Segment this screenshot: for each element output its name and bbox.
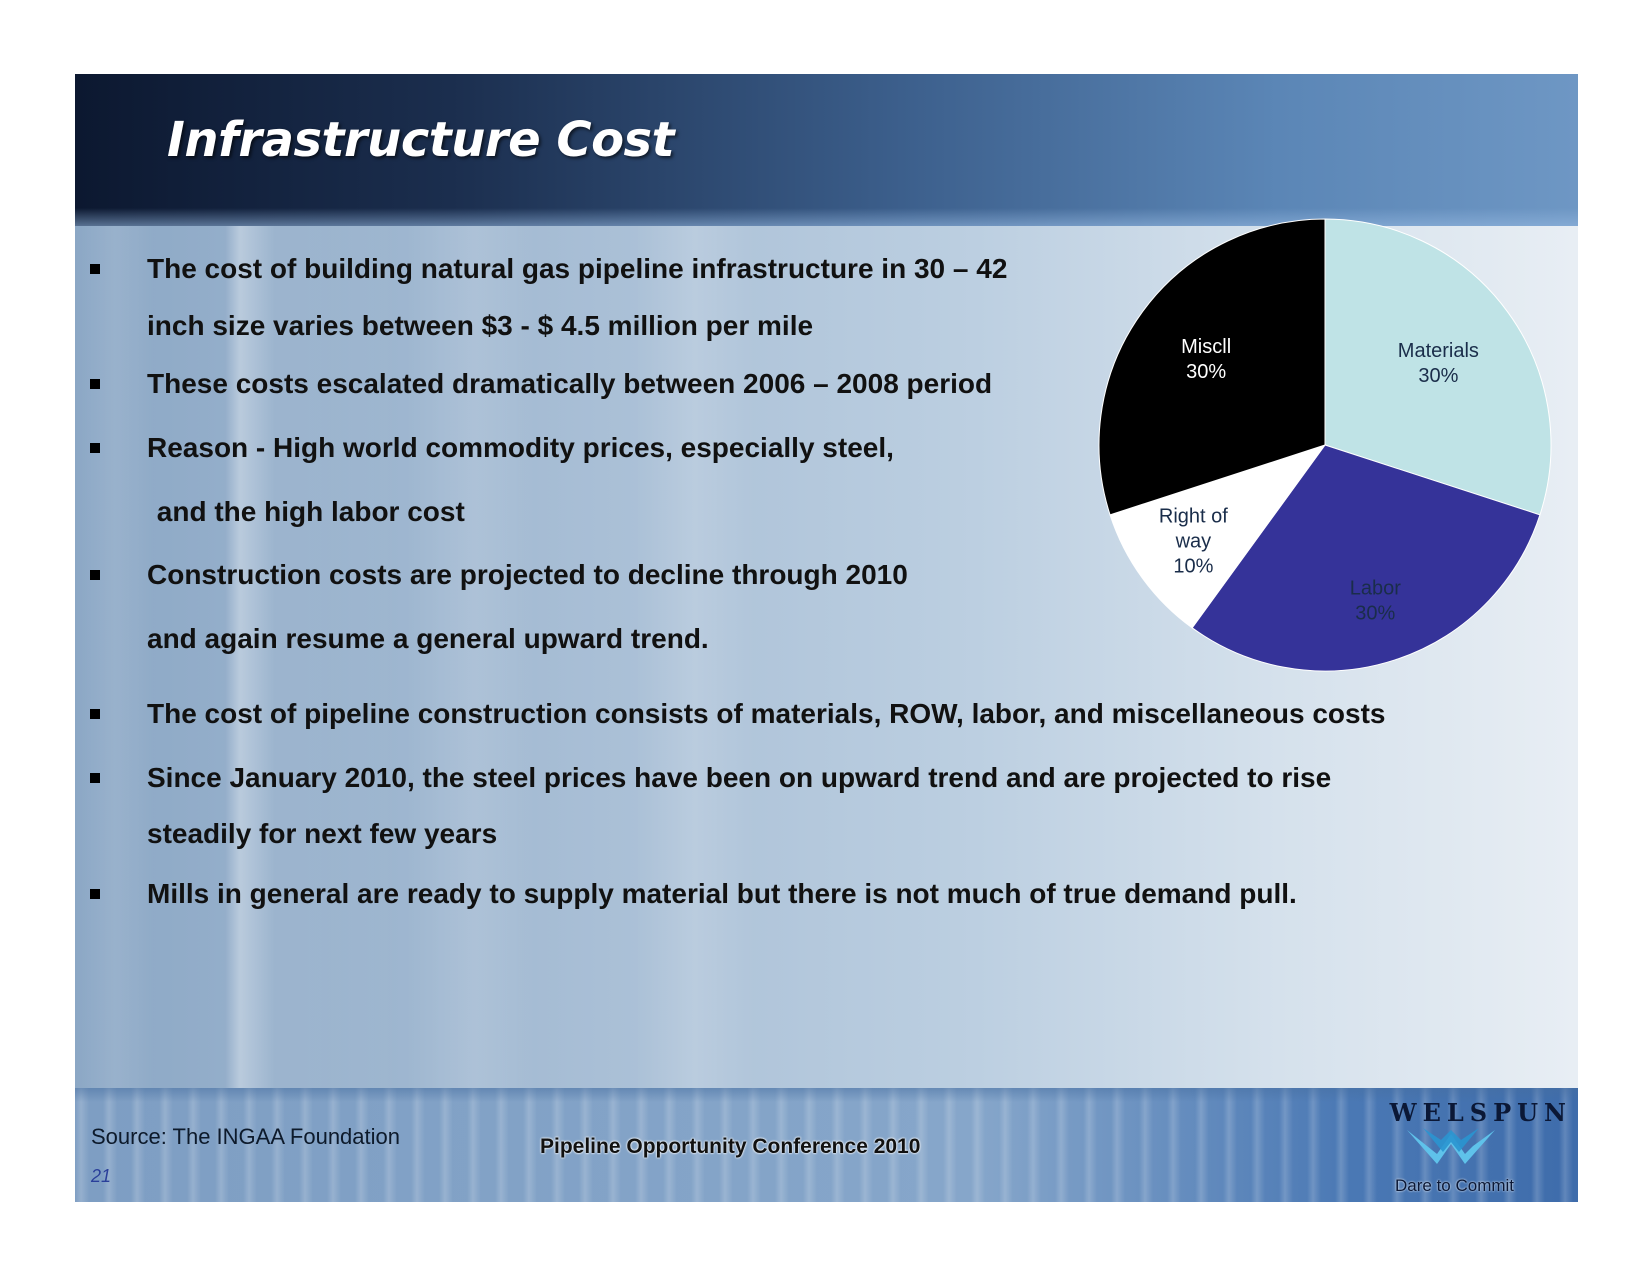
source-note: Source: The INGAA Foundation (91, 1124, 400, 1149)
bullet-6-line-1: Since January 2010, the steel prices hav… (147, 762, 1332, 793)
footer-bar: Source: The INGAA Foundation 21 Pipeline… (75, 1088, 1578, 1202)
bullet-marker (90, 709, 100, 719)
slide-title: Infrastructure Cost (167, 112, 675, 168)
pie-slice-miscll (1098, 218, 1326, 516)
bullet-marker (90, 570, 100, 580)
bullet-7-line-1: Mills in general are ready to supply mat… (147, 878, 1297, 909)
page-number: 21 (91, 1166, 112, 1186)
slide: Infrastructure Cost The cost of building… (75, 74, 1578, 1202)
bullet-marker (90, 889, 100, 899)
pie-slice-materials (1324, 218, 1552, 516)
title-banner: Infrastructure Cost (75, 74, 1578, 226)
pie-label-labor: Labor 30% (1350, 577, 1401, 624)
brand-name: WELSPUN (1389, 1098, 1572, 1127)
pie-label-miscll: Miscll 30% (1181, 336, 1231, 383)
bullet-4-line-1: Construction costs are projected to decl… (147, 559, 908, 590)
bullet-4-line-2: and again resume a general upward trend. (147, 623, 709, 654)
cost-breakdown-pie-chart: Materials 30% Labor 30% Right of way 10% Miscll… (1098, 218, 1552, 672)
welspun-logo-icon (1407, 1128, 1495, 1164)
bullet-marker (90, 773, 100, 783)
bullet-1-line-1: The cost of building natural gas pipelin… (147, 253, 1008, 284)
bullet-marker (90, 443, 100, 453)
bullet-3-line-2: and the high labor cost (149, 496, 465, 527)
pie-slice-labor (1191, 444, 1541, 672)
bullet-1-line-2: inch size varies between $3 - $ 4.5 mill… (147, 310, 814, 341)
pie-slice-right-of-way (1109, 444, 1327, 629)
conference-name: Pipeline Opportunity Conference 2010 (540, 1135, 921, 1158)
pie-label-materials: Materials 30% (1398, 340, 1479, 387)
bullet-6-line-2: steadily for next few years (147, 818, 498, 849)
bullet-marker (90, 264, 100, 274)
bullet-5-line-1: The cost of pipeline construction consis… (147, 698, 1386, 729)
brand-tagline: Dare to Commit (1395, 1176, 1515, 1195)
brand-block: WELSPUN Dare to Commit (1345, 1088, 1578, 1202)
bullet-marker (90, 379, 100, 389)
bullet-3-line-1: Reason - High world commodity prices, es… (147, 432, 894, 463)
bullet-2-line-1: These costs escalated dramatically betwe… (147, 368, 993, 399)
pie-label-right-of-way: Right of way 10% (1159, 506, 1228, 578)
